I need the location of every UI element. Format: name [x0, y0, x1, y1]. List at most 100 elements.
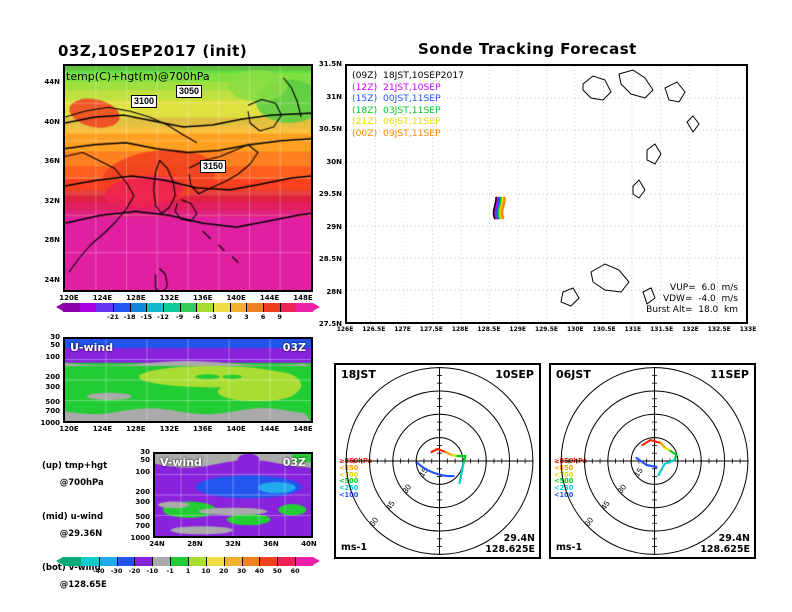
- u-wind-plot[interactable]: U-wind 03Z: [63, 337, 313, 423]
- colorbar-tickmark: [98, 557, 100, 566]
- vwind-p-tick: 50: [140, 455, 150, 464]
- vwind-p-tick: 1000: [130, 534, 150, 542]
- sonde-lon-tick: 129E: [509, 326, 527, 333]
- lat-tick: 28N: [44, 236, 60, 245]
- uwind-p-tick: 1000: [40, 419, 60, 427]
- contour-label: 3150: [200, 160, 227, 173]
- sonde-lat-tick: 31N: [326, 92, 342, 101]
- vwind-p-tick: 700: [135, 521, 150, 530]
- colorbar-tickmark: [129, 303, 131, 312]
- hodograph-ring-label: 45: [599, 499, 612, 512]
- colorbar-swatch: [263, 303, 280, 312]
- colorbar-swatch: [279, 303, 297, 312]
- hodograph-trace: [641, 438, 662, 447]
- colorbar-tick: -3: [209, 313, 217, 321]
- hodograph-ring-label: 30: [616, 482, 629, 495]
- colorbar-tickmark: [146, 303, 148, 312]
- panel-notes: (up) tmp+hgt @700hPa (mid) u-wind @29.36…: [42, 461, 108, 590]
- hodo2-time-label: 06JST: [556, 368, 591, 381]
- sonde-trajectory: [500, 196, 506, 220]
- colorbar-tick: -9: [176, 313, 184, 321]
- colorbar-swatch: [170, 557, 189, 566]
- colorbar-tickmark: [163, 303, 164, 312]
- colorbar-tick: 40: [254, 567, 264, 575]
- sonde-lat-tick: 29N: [326, 222, 342, 231]
- colorbar-swatch: [229, 303, 247, 312]
- hodograph-trace: [444, 450, 453, 457]
- colorbar-tick: -6: [192, 313, 200, 321]
- vwind-p-tick: 300: [135, 497, 150, 506]
- colorbar-tick: 0: [227, 313, 232, 321]
- colorbar-swatch: [179, 303, 197, 312]
- lat-tick: 32N: [44, 196, 60, 205]
- hodograph-trace: [416, 461, 455, 478]
- sonde-lat-tick: 31.5N: [318, 60, 342, 68]
- colorbar-swatch: [134, 557, 153, 566]
- hodograph-ring-label: 15: [632, 466, 645, 479]
- colorbar-swatch: [259, 557, 278, 566]
- colorbar-tick: -40: [92, 567, 105, 575]
- uwind-lon-tick: 128E: [126, 425, 146, 433]
- vwind-p-tick: 500: [135, 513, 150, 522]
- sonde-lat-tick: 30N: [326, 157, 342, 166]
- hodograph-ring-label: 60: [583, 515, 596, 528]
- uwind-lon-tick: 148E: [293, 425, 313, 433]
- hodograph-plevel-entry: <700: [554, 470, 574, 479]
- sonde-lat-tick: 27.5N: [318, 320, 342, 328]
- uwind-p-tick: 200: [45, 373, 60, 382]
- colorbar-swatch: [146, 303, 164, 312]
- sonde-tracking-plot[interactable]: VUP= 6.0 m/s VDW= -4.0 m/s Burst Alt= 18…: [345, 64, 748, 324]
- temp-map-plot[interactable]: [63, 64, 313, 292]
- hodograph-plevel-entry: <250: [339, 484, 359, 493]
- v-wind-plot[interactable]: V-wind 03Z: [153, 452, 313, 538]
- uwind-lon-tick: 120E: [59, 425, 79, 433]
- hodo2-station-label: 29.4N 128.625E: [700, 533, 750, 555]
- lon-tick: 124E: [92, 294, 113, 302]
- colorbar-right-cap: [313, 303, 320, 311]
- sonde-lat-tick: 28N: [326, 287, 342, 296]
- hodograph-ring-label: 30: [401, 482, 414, 495]
- colorbar-tickmark: [295, 557, 297, 566]
- hodo2-units-label: ms-1: [556, 542, 583, 553]
- hodograph-06jst[interactable]: 06JST 11SEP ms-1 29.4N 128.625E ≥850hPa <…: [549, 363, 756, 559]
- colorbar-tickmark: [246, 303, 248, 312]
- sonde-trajectory: [495, 196, 502, 220]
- colorbar-swatch: [205, 557, 224, 566]
- colorbar-swatch: [113, 303, 130, 312]
- hodograph-18jst[interactable]: 18JST 10SEP ms-1 29.4N 128.625E ≥850hPa <…: [334, 363, 541, 559]
- colorbar-swatch: [296, 303, 314, 312]
- colorbar-swatch: [188, 557, 206, 566]
- hodograph-trace: [669, 449, 678, 462]
- hodo1-time-label: 18JST: [341, 368, 376, 381]
- temp-map-canvas: [65, 66, 311, 290]
- colorbar-tickmark: [134, 557, 136, 566]
- colorbar-tickmark: [279, 303, 281, 312]
- uwind-lon-tick: 124E: [92, 425, 113, 433]
- lat-tick: 36N: [44, 157, 60, 166]
- uwind-lon-tick: 140E: [226, 425, 246, 433]
- contour-label: 3100: [131, 95, 158, 108]
- uwind-lon-tick: 132E: [159, 425, 179, 433]
- sonde-trajectory: [492, 196, 498, 220]
- hodograph-trace: [659, 441, 667, 450]
- hodo1-units-label: ms-1: [341, 542, 368, 553]
- sonde-trajectory: [499, 196, 505, 220]
- hodograph-trace: [430, 447, 447, 454]
- colorbar-tickmark: [113, 303, 114, 312]
- island-outline: [646, 143, 662, 165]
- lat-tick: 40N: [44, 117, 60, 126]
- colorbar-tickmark: [179, 303, 181, 312]
- sonde-legend: (09Z) 18JST,10SEP2017 (12Z) 21JST,10SEP (1…: [352, 70, 464, 140]
- hodograph-trace: [458, 461, 465, 485]
- colorbar-tickmark: [116, 557, 118, 566]
- colorbar-tickmark: [263, 303, 264, 312]
- uwind-p-tick: 50: [50, 340, 60, 349]
- colorbar-tick: -10: [146, 567, 159, 575]
- sonde-legend-item: (18Z) 03JST,11SEP: [352, 104, 441, 116]
- sonde-lon-tick: 129.5E: [534, 326, 559, 333]
- colorbar-tick: 9: [277, 313, 282, 321]
- island-outline: [590, 263, 630, 293]
- colorbar-swatch: [98, 557, 117, 566]
- hodograph-plevel-entry: <850: [339, 463, 359, 472]
